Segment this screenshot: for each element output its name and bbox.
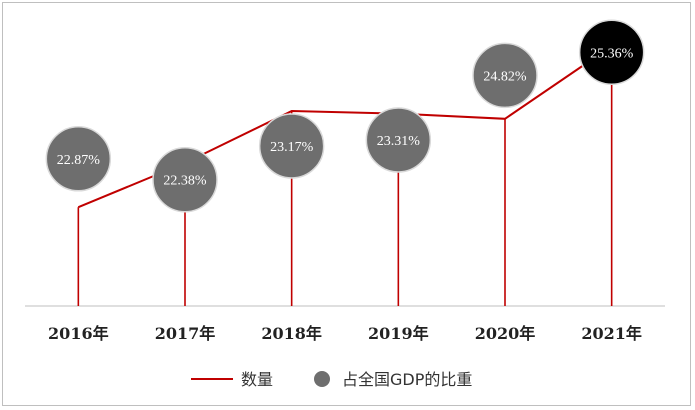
bubble-point [472,42,538,109]
bubble-data-label: 23.17% [270,140,314,155]
bubble-point [258,113,325,179]
bubble-point [365,107,432,173]
legend-label-quantity: 数量 [241,370,273,389]
x-tick-label: 2020年 [475,324,536,343]
bubble-data-label: 25.36% [590,46,634,61]
bubble-data-label: 24.82% [483,69,527,84]
bubble-point [578,19,645,86]
legend-label-gdp-share: 占全国GDP的比重 [342,370,472,389]
x-tick-label: 2021年 [581,324,642,343]
bubble-point [45,126,112,192]
x-tick-label: 2016年 [48,324,109,343]
bubble-point [152,146,218,213]
bubble-data-label: 23.31% [377,134,421,149]
x-tick-label: 2018年 [261,324,322,343]
bubble-data-label: 22.38% [163,174,207,189]
legend-circle-swatch [314,371,330,387]
bubble-data-label: 22.87% [57,153,101,168]
x-tick-label: 2019年 [368,324,429,343]
x-tick-label: 2017年 [155,324,216,343]
